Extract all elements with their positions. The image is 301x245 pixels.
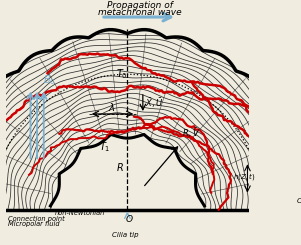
Text: Micropolar fluid: Micropolar fluid bbox=[8, 221, 60, 227]
Text: Connection point: Connection point bbox=[8, 216, 65, 222]
Text: Cilia layer: Cilia layer bbox=[297, 198, 301, 204]
Text: $T_0$: $T_0$ bbox=[116, 68, 128, 81]
Text: non-Newtonian: non-Newtonian bbox=[55, 210, 105, 216]
Text: $O$: $O$ bbox=[125, 213, 134, 224]
Text: $R$: $R$ bbox=[116, 161, 124, 173]
Text: metachronal wave: metachronal wave bbox=[98, 8, 182, 17]
Text: Cilia tip: Cilia tip bbox=[112, 232, 138, 238]
Text: $\bar{X}, \bar{U}$: $\bar{X}, \bar{U}$ bbox=[145, 97, 163, 110]
Text: $h(Z,t)$: $h(Z,t)$ bbox=[233, 171, 256, 182]
Text: $R, \bar{V}$: $R, \bar{V}$ bbox=[182, 126, 201, 140]
Text: $T_1$: $T_1$ bbox=[99, 140, 110, 154]
Text: $\lambda$: $\lambda$ bbox=[108, 101, 116, 113]
Text: Propagation of: Propagation of bbox=[107, 1, 172, 10]
Text: $B_0$: $B_0$ bbox=[43, 73, 55, 87]
